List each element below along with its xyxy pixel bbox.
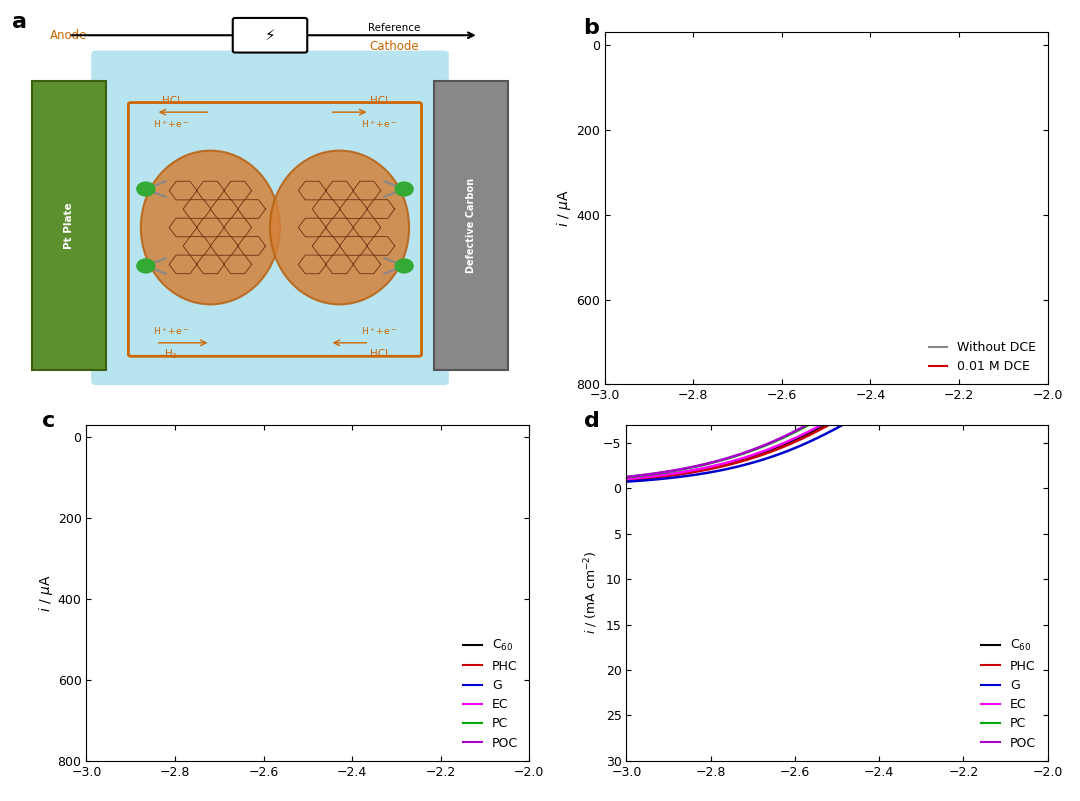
Text: DCEDR: DCEDR bbox=[249, 29, 291, 42]
Text: vs: vs bbox=[819, 427, 834, 441]
Text: H$^+$+e$^-$: H$^+$+e$^-$ bbox=[362, 325, 397, 337]
Text: HCl: HCl bbox=[370, 349, 389, 360]
Y-axis label: $i$ / $\mu$A: $i$ / $\mu$A bbox=[37, 574, 55, 611]
Text: H$_2$: H$_2$ bbox=[164, 348, 177, 361]
Y-axis label: $i$ / (mA cm$^{-2}$): $i$ / (mA cm$^{-2}$) bbox=[583, 551, 600, 634]
Text: Cathode: Cathode bbox=[369, 40, 419, 54]
Legend: C$_{60}$, PHC, G, EC, PC, POC: C$_{60}$, PHC, G, EC, PC, POC bbox=[976, 634, 1041, 755]
Text: Anode: Anode bbox=[50, 29, 87, 42]
Text: ⚡: ⚡ bbox=[265, 28, 275, 42]
Circle shape bbox=[137, 259, 154, 273]
Text: HCl: HCl bbox=[162, 95, 179, 106]
Circle shape bbox=[395, 259, 413, 273]
Circle shape bbox=[395, 182, 413, 196]
Text: E: E bbox=[813, 427, 826, 441]
Bar bbox=[434, 82, 509, 370]
Text: H$^+$+e$^-$: H$^+$+e$^-$ bbox=[152, 325, 189, 337]
Text: Reference: Reference bbox=[368, 22, 420, 33]
Text: Defective Carbon: Defective Carbon bbox=[467, 178, 476, 273]
Ellipse shape bbox=[270, 151, 409, 304]
FancyBboxPatch shape bbox=[91, 50, 449, 385]
Text: b: b bbox=[583, 18, 598, 38]
Text: c: c bbox=[42, 411, 55, 431]
Circle shape bbox=[137, 182, 154, 196]
Text: H$^+$+e$^-$: H$^+$+e$^-$ bbox=[362, 118, 397, 130]
Text: a: a bbox=[12, 12, 27, 32]
Legend: Without DCE, 0.01 M DCE: Without DCE, 0.01 M DCE bbox=[923, 336, 1041, 378]
Text: SCE/V: SCE/V bbox=[826, 427, 872, 441]
Ellipse shape bbox=[140, 151, 280, 304]
Y-axis label: $i$ / $\mu$A: $i$ / $\mu$A bbox=[555, 190, 573, 227]
Text: d: d bbox=[584, 411, 600, 431]
Text: Pt Plate: Pt Plate bbox=[64, 202, 73, 249]
Legend: C$_{60}$, PHC, G, EC, PC, POC: C$_{60}$, PHC, G, EC, PC, POC bbox=[458, 634, 523, 755]
Bar bbox=[31, 82, 106, 370]
Text: HCl: HCl bbox=[370, 95, 389, 106]
Text: H$^+$+e$^-$: H$^+$+e$^-$ bbox=[152, 118, 189, 130]
FancyBboxPatch shape bbox=[233, 18, 308, 53]
